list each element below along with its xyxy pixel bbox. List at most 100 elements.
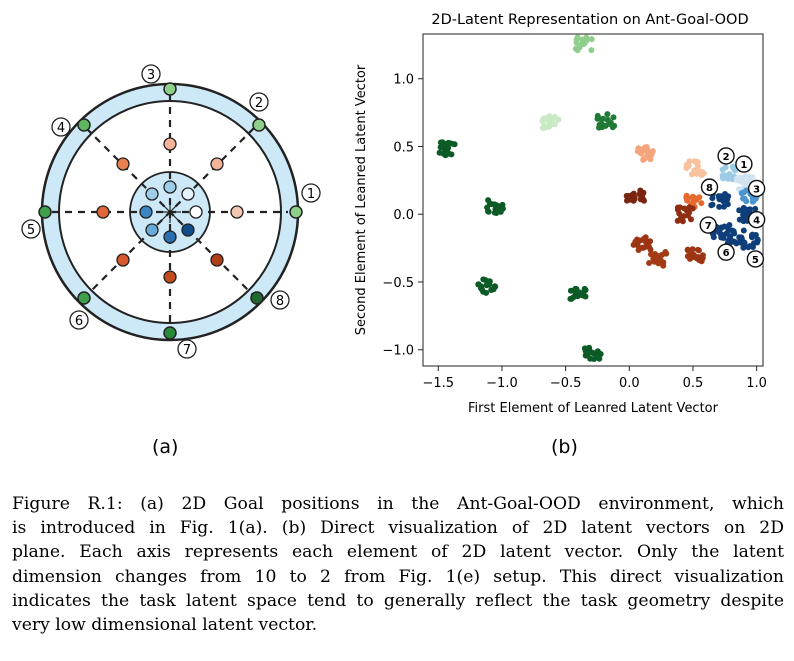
scatter-point <box>716 194 723 201</box>
goal-label-7: 7 <box>177 339 197 359</box>
point-cluster <box>623 187 647 204</box>
scatter-point <box>635 247 642 253</box>
scatter-point <box>574 47 581 54</box>
scatter-point <box>640 244 647 251</box>
scatter-point <box>551 113 558 120</box>
point-cluster <box>436 139 458 159</box>
scatter-point <box>442 152 449 159</box>
goal-label-3: 3 <box>141 64 161 84</box>
goal-number-labels: 1 2 3 4 5 6 7 <box>21 64 321 359</box>
outer-goal-2 <box>252 118 266 132</box>
inner-goal <box>181 187 195 201</box>
caption-line: indicates the task latent space tend to … <box>12 590 784 611</box>
outer-goals <box>38 82 303 340</box>
scatter-point <box>721 223 728 230</box>
x-tick-label: 1.0 <box>746 376 767 391</box>
scatter-point <box>746 243 753 250</box>
goal-label-1: 1 <box>301 183 321 203</box>
scatter-point <box>694 246 701 253</box>
scatter-point <box>570 294 577 301</box>
scatter-point <box>729 227 736 234</box>
caption-line: dimension changes from 10 to 2 from Fig.… <box>12 566 784 587</box>
y-tick-label: 1.0 <box>393 73 414 88</box>
scatter-point <box>574 34 581 41</box>
scatter-point <box>642 144 649 151</box>
latent-scatter-chart: 2D-Latent Representation on Ant-Goal-OOD… <box>354 12 767 416</box>
outer-goal-4 <box>77 118 91 132</box>
outer-goal-8 <box>250 291 264 305</box>
svg-text:2: 2 <box>723 152 730 163</box>
caption-line: is introduced in Fig. 1(a). (b) Direct v… <box>12 518 784 539</box>
scatter-point <box>716 203 723 210</box>
point-cluster <box>539 113 562 131</box>
scatter-point <box>685 162 692 169</box>
scatter-point <box>686 209 692 216</box>
scatter-point <box>644 238 651 245</box>
middle-goal <box>116 253 130 267</box>
scatter-point <box>679 218 686 225</box>
outer-goal-6 <box>77 291 91 305</box>
point-cluster <box>708 190 732 210</box>
cluster-annotation: 4 <box>747 210 766 229</box>
scatter-point <box>726 222 733 228</box>
scatter-point <box>688 216 694 223</box>
point-cluster <box>630 234 654 253</box>
scatter-point <box>721 172 728 179</box>
middle-goal <box>96 205 110 219</box>
scatter-point <box>684 246 691 253</box>
middle-goal <box>210 157 224 171</box>
scatter-point <box>726 171 733 178</box>
cluster-annotation: 6 <box>717 243 735 261</box>
scatter-point <box>480 288 487 295</box>
caption-line: Figure R.1: (a) 2D Goal positions in the… <box>12 494 784 514</box>
cluster-annotation: 2 <box>717 147 735 165</box>
inner-goal <box>145 187 159 201</box>
scatter-point <box>480 276 487 283</box>
scatter-point <box>629 192 636 198</box>
scatter-point <box>749 234 755 241</box>
outer-goal-7 <box>163 326 177 340</box>
scatter-point <box>734 175 741 182</box>
svg-text:1: 1 <box>740 160 747 171</box>
scatter-point <box>720 235 727 241</box>
scatter-point <box>727 234 734 241</box>
scatter-point <box>495 207 501 214</box>
scatter-point <box>695 168 702 175</box>
svg-text:6: 6 <box>75 314 83 329</box>
scatter-point <box>588 47 595 54</box>
scatter-point <box>485 208 492 215</box>
point-cluster <box>737 231 761 251</box>
inner-goal <box>189 205 203 219</box>
inner-goal <box>145 223 159 237</box>
scatter-point <box>588 36 595 43</box>
svg-text:4: 4 <box>57 121 65 136</box>
scatter-point <box>684 197 691 204</box>
goal-label-8: 8 <box>270 290 290 310</box>
cluster-annotation: 7 <box>699 216 717 234</box>
inner-goal <box>163 180 177 194</box>
svg-text:4: 4 <box>753 216 760 227</box>
scatter-point <box>740 227 747 234</box>
x-tick-label: −0.5 <box>550 376 582 391</box>
scatter-point <box>746 174 753 180</box>
scatter-point <box>663 250 670 257</box>
scatter-point <box>646 260 653 266</box>
scatter-point <box>741 239 748 246</box>
scatter-point <box>582 352 589 359</box>
scatter-point <box>436 149 443 156</box>
point-cluster <box>594 111 618 131</box>
point-cluster <box>484 197 506 216</box>
scatter-point <box>604 111 611 118</box>
scatter-point <box>485 281 492 288</box>
scatter-point <box>445 145 452 151</box>
scatter-point <box>752 205 759 212</box>
scatter-point <box>589 349 596 356</box>
scatter-point <box>689 193 696 200</box>
scatter-point <box>543 115 550 122</box>
scatter-point <box>638 150 645 157</box>
center-arrows <box>159 201 181 223</box>
chart-title: 2D-Latent Representation on Ant-Goal-OOD <box>431 12 748 28</box>
middle-goal <box>163 270 177 284</box>
point-cluster <box>646 249 670 269</box>
scatter-point <box>596 121 603 128</box>
